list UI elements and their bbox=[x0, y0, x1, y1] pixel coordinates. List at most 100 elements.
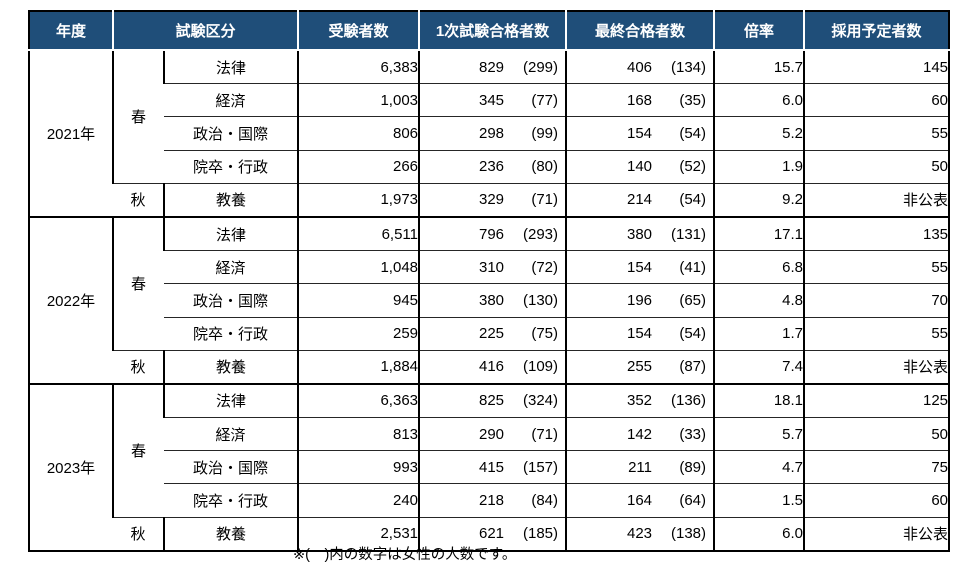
examinees-cell: 1,048 bbox=[297, 250, 420, 284]
first-pass-cell: 825 (324) bbox=[418, 382, 567, 418]
final-pass-total: 380 bbox=[626, 225, 653, 243]
category-cell: 経済 bbox=[164, 83, 299, 117]
first-pass-cell: 298 (99) bbox=[418, 116, 567, 151]
final-pass-female: (54) bbox=[679, 191, 707, 209]
category-cell: 教養 bbox=[162, 516, 299, 551]
final-pass-total: 196 bbox=[626, 291, 653, 309]
final-pass-cell: 196 (65) bbox=[565, 283, 715, 317]
final-pass-total: 164 bbox=[626, 492, 653, 510]
season-cell: 秋 bbox=[113, 349, 164, 384]
final-pass-cell: 255 (87) bbox=[565, 349, 715, 384]
final-pass-total: 423 bbox=[626, 525, 653, 543]
category-cell: 政治・国際 bbox=[164, 450, 299, 484]
final-pass-total: 140 bbox=[626, 158, 653, 176]
final-pass-total: 352 bbox=[626, 392, 653, 410]
final-pass-cell: 140 (52) bbox=[565, 149, 715, 184]
first-pass-cell: 236 (80) bbox=[418, 149, 567, 184]
final-pass-female: (35) bbox=[679, 91, 707, 109]
header-row: 年度 試験区分 受験者数 1次試験合格者数 最終合格者数 倍率 採用予定者数 bbox=[29, 11, 950, 51]
exam-results-table-container: 年度 試験区分 受験者数 1次試験合格者数 最終合格者数 倍率 採用予定者数 2… bbox=[28, 10, 951, 552]
final-pass-female: (131) bbox=[670, 225, 707, 243]
first-pass-female: (75) bbox=[531, 325, 559, 343]
first-pass-cell: 225 (75) bbox=[418, 316, 567, 351]
final-pass-cell: 154 (54) bbox=[565, 116, 715, 151]
final-pass-female: (136) bbox=[670, 392, 707, 410]
first-pass-total: 825 bbox=[478, 392, 505, 410]
table-row: 院卒・行政 259 225 (75) 154 (54) 1.7 55 bbox=[29, 316, 950, 351]
table-row: 秋 教養 2,531 621 (185) 423 (138) 6.0 非公表 bbox=[29, 516, 950, 551]
header-examinees: 受験者数 bbox=[297, 11, 420, 51]
final-pass-female: (54) bbox=[679, 124, 707, 142]
season-cell: 春 bbox=[112, 50, 164, 184]
final-pass-cell: 352 (136) bbox=[565, 382, 715, 418]
table-row: 院卒・行政 266 236 (80) 140 (52) 1.9 50 bbox=[29, 149, 950, 184]
examinees-cell: 1,884 bbox=[297, 349, 420, 384]
first-pass-cell: 310 (72) bbox=[418, 250, 567, 284]
ratio-cell: 17.1 bbox=[713, 215, 805, 251]
examinees-cell: 1,973 bbox=[297, 182, 420, 217]
table-row: 経済 813 290 (71) 142 (33) 5.7 50 bbox=[29, 417, 950, 451]
ratio-cell: 7.4 bbox=[713, 349, 805, 384]
header-ratio: 倍率 bbox=[713, 11, 805, 51]
planned-cell: 145 bbox=[803, 50, 950, 84]
final-pass-female: (134) bbox=[670, 58, 707, 76]
table-row: 2022年 春 法律 6,511 796 (293) 380 (131) 17.1 … bbox=[29, 215, 950, 384]
first-pass-female: (80) bbox=[531, 158, 559, 176]
examinees-cell: 813 bbox=[297, 417, 420, 451]
ratio-cell: 5.7 bbox=[713, 417, 805, 451]
table-row: 秋 教養 1,973 329 (71) 214 (54) 9.2 非公表 bbox=[29, 182, 950, 217]
first-pass-cell: 290 (71) bbox=[418, 417, 567, 451]
final-pass-cell: 168 (35) bbox=[565, 83, 715, 117]
season-cell: 春 bbox=[112, 215, 164, 351]
examinees-cell: 259 bbox=[297, 316, 420, 351]
footnote: ※( )内の数字は女性の人数です。 bbox=[293, 547, 517, 563]
ratio-cell: 6.0 bbox=[713, 83, 805, 117]
final-pass-cell: 380 (131) bbox=[565, 215, 715, 251]
first-pass-total: 290 bbox=[478, 425, 505, 443]
category-cell: 教養 bbox=[162, 349, 299, 384]
final-pass-female: (54) bbox=[679, 325, 707, 343]
season-cell: 秋 bbox=[113, 182, 164, 217]
final-pass-female: (89) bbox=[679, 458, 707, 476]
first-pass-female: (324) bbox=[522, 392, 559, 410]
first-pass-female: (71) bbox=[531, 425, 559, 443]
first-pass-female: (77) bbox=[531, 91, 559, 109]
final-pass-female: (138) bbox=[670, 525, 707, 543]
first-pass-total: 380 bbox=[478, 291, 505, 309]
year-cell: 2022年 bbox=[29, 215, 113, 384]
ratio-cell: 18.1 bbox=[713, 382, 805, 418]
final-pass-total: 406 bbox=[626, 58, 653, 76]
first-pass-total: 829 bbox=[478, 58, 505, 76]
first-pass-cell: 329 (71) bbox=[418, 182, 567, 217]
first-pass-female: (299) bbox=[522, 58, 559, 76]
category-cell: 法律 bbox=[162, 382, 299, 418]
first-pass-cell: 218 (84) bbox=[418, 483, 567, 518]
ratio-cell: 1.5 bbox=[713, 483, 805, 518]
ratio-cell: 1.9 bbox=[713, 149, 805, 184]
exam-results-table: 年度 試験区分 受験者数 1次試験合格者数 最終合格者数 倍率 採用予定者数 2… bbox=[28, 10, 951, 552]
first-pass-total: 796 bbox=[478, 225, 505, 243]
category-cell: 法律 bbox=[162, 50, 299, 84]
final-pass-cell: 211 (89) bbox=[565, 450, 715, 484]
first-pass-cell: 829 (299) bbox=[418, 50, 567, 84]
final-pass-cell: 214 (54) bbox=[565, 182, 715, 217]
planned-cell: 50 bbox=[803, 417, 950, 451]
final-pass-female: (41) bbox=[679, 258, 707, 276]
planned-cell: 55 bbox=[803, 116, 950, 151]
final-pass-total: 214 bbox=[626, 191, 653, 209]
final-pass-female: (65) bbox=[679, 291, 707, 309]
ratio-cell: 4.8 bbox=[713, 283, 805, 317]
final-pass-cell: 164 (64) bbox=[565, 483, 715, 518]
category-cell: 教養 bbox=[162, 182, 299, 217]
first-pass-total: 310 bbox=[478, 258, 505, 276]
first-pass-total: 416 bbox=[478, 358, 505, 376]
first-pass-cell: 621 (185) bbox=[418, 516, 567, 551]
planned-cell: 60 bbox=[803, 83, 950, 117]
planned-cell: 50 bbox=[803, 149, 950, 184]
first-pass-female: (185) bbox=[522, 525, 559, 543]
examinees-cell: 6,363 bbox=[297, 382, 420, 418]
ratio-cell: 6.8 bbox=[713, 250, 805, 284]
final-pass-female: (52) bbox=[679, 158, 707, 176]
final-pass-female: (33) bbox=[679, 425, 707, 443]
first-pass-female: (84) bbox=[531, 492, 559, 510]
